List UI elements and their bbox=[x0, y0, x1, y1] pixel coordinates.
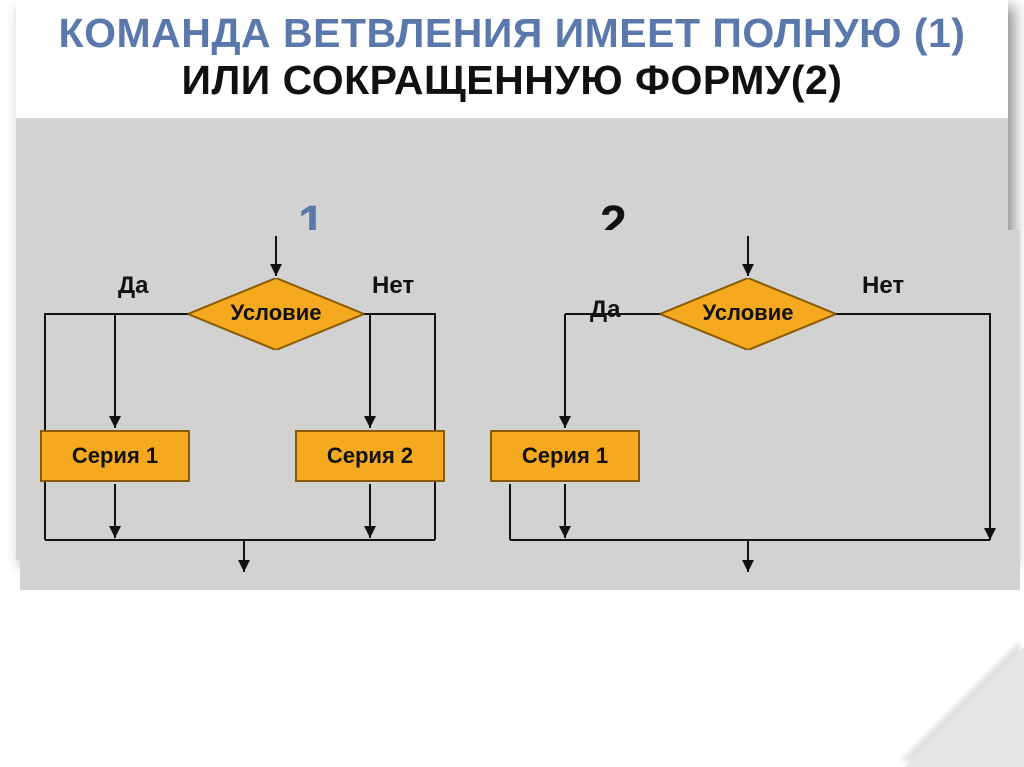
right-condition-diamond-2: Условие bbox=[660, 278, 836, 350]
right-yes-label-2: Да bbox=[590, 296, 620, 324]
left-series1-box-2: Серия 1 bbox=[40, 430, 190, 482]
left-series1-label-2: Серия 1 bbox=[72, 443, 158, 469]
left-condition-diamond-2: Условие bbox=[188, 278, 364, 350]
left-series2-label-2: Серия 2 bbox=[327, 443, 413, 469]
left-condition-label-2: Условие bbox=[188, 300, 364, 326]
left-no-label-2: Нет bbox=[372, 272, 414, 300]
right-series1-box-2: Серия 1 bbox=[490, 430, 640, 482]
title-box: КОМАНДА ВЕТВЛЕНИЯ ИМЕЕТ ПОЛНУЮ (1) ИЛИ С… bbox=[16, 0, 1008, 118]
right-series1-label-2: Серия 1 bbox=[522, 443, 608, 469]
diagram-number-1: 1 bbox=[298, 196, 325, 251]
diagram-number-2: 2 bbox=[600, 196, 627, 251]
left-series2-box-2: Серия 2 bbox=[295, 430, 445, 482]
slide: КОМАНДА ВЕТВЛЕНИЯ ИМЕЕТ ПОЛНУЮ (1) ИЛИ С… bbox=[0, 0, 1024, 767]
right-condition-label-2: Условие bbox=[660, 300, 836, 326]
left-yes-label-2: Да bbox=[118, 272, 148, 300]
right-no-label-2: Нет bbox=[862, 272, 904, 300]
title-line-2: ИЛИ СОКРАЩЕННУЮ ФОРМУ(2) bbox=[56, 57, 968, 104]
page-curl-icon bbox=[904, 647, 1024, 767]
title-line-1: КОМАНДА ВЕТВЛЕНИЯ ИМЕЕТ ПОЛНУЮ (1) bbox=[56, 10, 968, 57]
